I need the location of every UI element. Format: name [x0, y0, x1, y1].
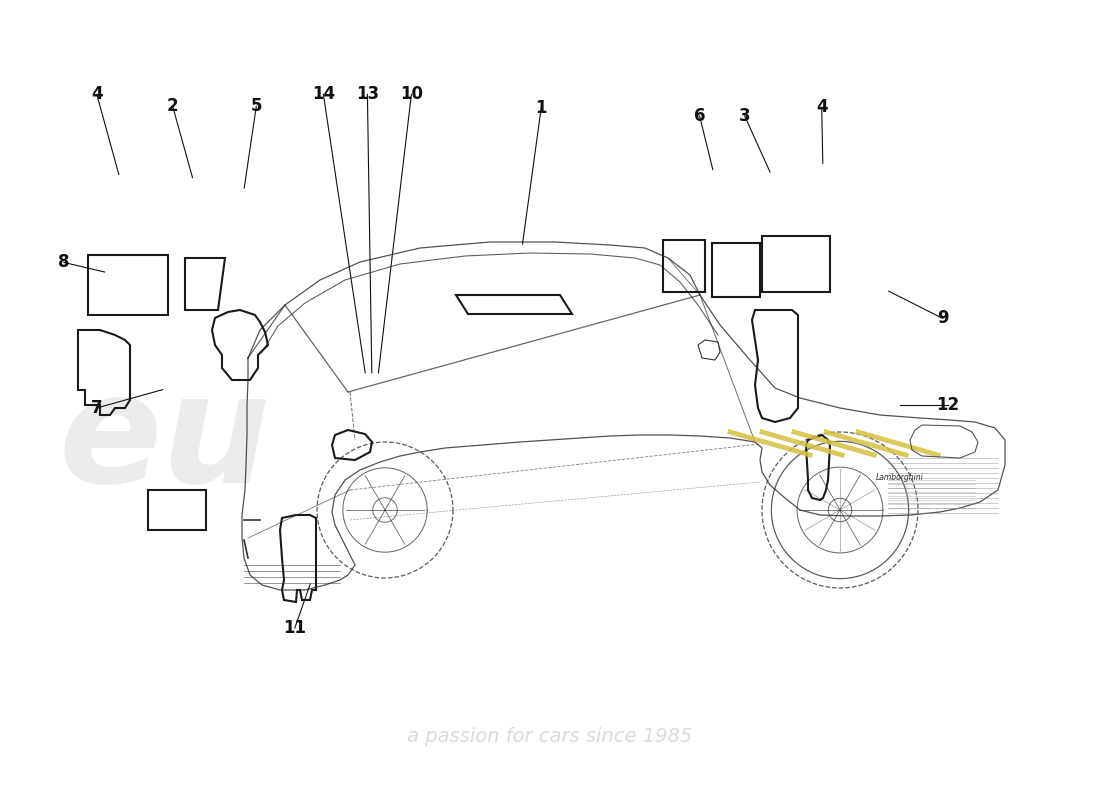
Bar: [88, 255, 168, 315]
Text: 4: 4: [91, 86, 102, 103]
Text: 2: 2: [167, 98, 178, 115]
Text: Lamborghini: Lamborghini: [876, 474, 924, 482]
Bar: [663, 240, 705, 292]
Bar: [762, 236, 830, 292]
Text: 1: 1: [536, 99, 547, 117]
Bar: [712, 243, 760, 297]
Text: 14: 14: [311, 86, 336, 103]
Text: a passion for cars since 1985: a passion for cars since 1985: [407, 726, 693, 746]
Text: 4: 4: [816, 98, 827, 116]
Text: 8: 8: [58, 254, 69, 271]
Text: 11: 11: [284, 619, 306, 637]
Text: eu: eu: [58, 366, 272, 514]
Bar: [148, 490, 206, 530]
Text: 5: 5: [251, 98, 262, 115]
Text: 6: 6: [694, 107, 705, 125]
Text: 7: 7: [91, 399, 102, 417]
Text: 13: 13: [355, 86, 380, 103]
Text: 10: 10: [400, 86, 422, 103]
Text: 12: 12: [936, 396, 960, 414]
Text: 9: 9: [937, 310, 948, 327]
Text: 3: 3: [739, 107, 750, 125]
